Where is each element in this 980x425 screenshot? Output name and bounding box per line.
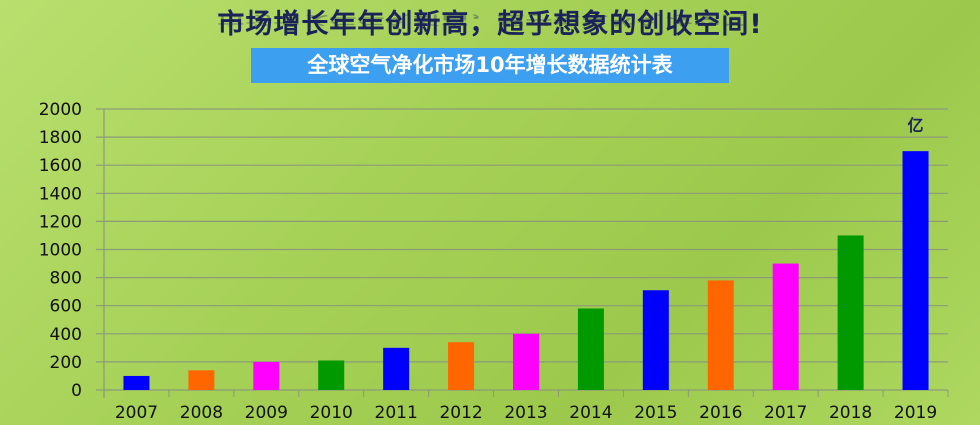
x-tick-label: 2012 (439, 403, 482, 423)
x-tick-label: 2008 (180, 403, 223, 423)
y-tick-label: 1000 (39, 241, 82, 261)
x-tick-label: 2016 (699, 403, 742, 423)
x-tick-label: 2013 (504, 403, 547, 423)
unit-label: 亿 (908, 116, 924, 135)
bar-2007 (123, 375, 150, 390)
x-tick-label: 2018 (829, 403, 872, 423)
y-tick-label: 400 (50, 325, 82, 345)
y-tick-label: 2000 (39, 100, 82, 120)
y-tick-label: 0 (71, 381, 82, 401)
x-tick-label: 2010 (310, 403, 353, 423)
y-tick-label: 1400 (39, 184, 82, 204)
bar-2017 (772, 263, 799, 390)
bar-2018 (837, 235, 864, 390)
y-tick-label: 800 (50, 269, 82, 289)
bar-2012 (448, 342, 475, 390)
x-tick-label: 2019 (894, 403, 937, 423)
y-tick-label: 600 (50, 297, 82, 317)
bar-2010 (318, 360, 345, 390)
bar-2009 (253, 361, 280, 390)
x-tick-label: 2014 (569, 403, 612, 423)
y-tick-label: 200 (50, 353, 82, 373)
x-tick-label: 2017 (764, 403, 807, 423)
x-tick-label: 2009 (245, 403, 288, 423)
y-tick-label: 1800 (39, 128, 82, 148)
x-tick-label: 2011 (375, 403, 418, 423)
bar-2011 (383, 347, 410, 390)
y-tick-label: 1200 (39, 212, 82, 232)
bar-2016 (707, 280, 734, 390)
bar-2013 (513, 333, 539, 390)
bar-2015 (642, 290, 669, 390)
bar-2014 (577, 308, 604, 390)
chart-subtitle: 全球空气净化市场10年增长数据统计表 (251, 48, 729, 83)
bar-2019 (902, 151, 929, 390)
x-tick-label: 2015 (634, 403, 677, 423)
x-tick-label: 2007 (115, 403, 158, 423)
page-title: 市场增长年年创新高，超乎想象的创收空间! (217, 9, 763, 40)
y-tick-label: 1600 (39, 156, 82, 176)
bar-2008 (188, 370, 215, 390)
